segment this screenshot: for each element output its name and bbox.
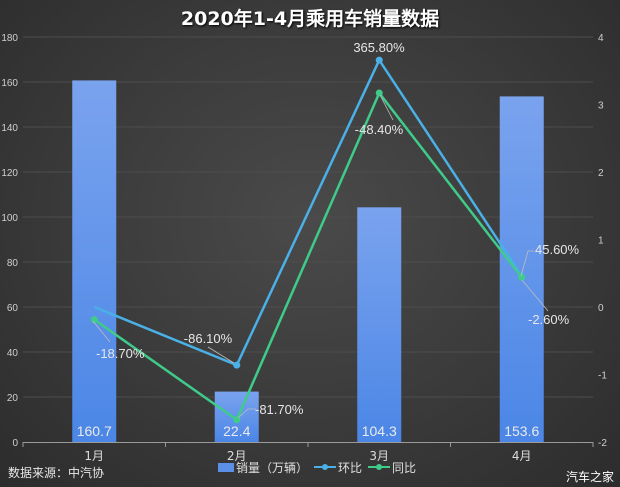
left-tick-label: 80 — [7, 258, 19, 269]
line-marker-icon — [368, 463, 391, 471]
line-marker-icon — [314, 463, 337, 471]
right-tick-label: 0 — [598, 303, 604, 314]
right-tick-label: -1 — [598, 371, 607, 382]
line-yoy — [93, 91, 523, 421]
line-value-label: 45.60% — [535, 242, 580, 257]
bar-value-label: 160.7 — [77, 423, 112, 439]
legend-item-mom[interactable]: 环比 — [314, 459, 362, 476]
line-value-label: 365.80% — [353, 40, 405, 55]
legend-label-mom: 环比 — [338, 460, 363, 475]
line-series — [90, 56, 526, 424]
left-tick-label: 100 — [1, 213, 18, 224]
legend: 销量（万辆） 环比 同比 — [218, 459, 418, 475]
legend-item-yoy[interactable]: 同比 — [368, 459, 416, 476]
legend-item-sales[interactable]: 销量（万辆） — [218, 459, 308, 476]
gridlines — [23, 36, 593, 398]
bar-value-label: 22.4 — [223, 423, 250, 439]
bar[interactable] — [72, 80, 117, 443]
right-axis-ticks: 4 3 2 1 0 -1 -2 — [598, 33, 607, 449]
data-point-marker[interactable] — [90, 316, 98, 324]
bar-series-sales — [72, 80, 544, 443]
legend-label-yoy: 同比 — [392, 460, 417, 475]
left-axis-ticks: 180 160 140 120 100 80 60 40 20 0 — [1, 33, 18, 449]
left-tick-label: 20 — [7, 393, 19, 404]
x-axis: 1月 2月 3月 4月 — [22, 442, 594, 463]
line-value-label: -48.40% — [355, 122, 404, 137]
data-point-marker[interactable] — [233, 361, 241, 369]
bar-value-label: 153.6 — [504, 423, 539, 439]
data-point-marker[interactable] — [375, 56, 383, 64]
right-tick-label: 3 — [598, 101, 604, 112]
right-tick-label: 4 — [598, 33, 604, 44]
category-label: 2月 — [227, 449, 247, 463]
data-point-marker[interactable] — [518, 273, 526, 281]
right-tick-label: 2 — [598, 168, 604, 179]
line-value-label: -86.10% — [184, 331, 233, 346]
right-tick-label: 1 — [598, 236, 604, 247]
data-source-note: 数据来源：中汽协 — [8, 466, 105, 480]
left-tick-label: 40 — [7, 348, 19, 359]
right-tick-label: -2 — [598, 438, 607, 449]
data-labels: 160.7 22.4 104.3 153.6 -18.70% -86.10% -81.70%… — [77, 40, 580, 439]
left-tick-label: 180 — [1, 33, 18, 44]
line-mom — [93, 58, 523, 367]
left-tick-label: 160 — [1, 78, 18, 89]
category-label: 4月 — [512, 449, 532, 463]
category-label: 3月 — [369, 449, 389, 463]
watermark-logo: 汽车之家 — [565, 470, 614, 484]
left-tick-label: 140 — [1, 123, 18, 134]
bar[interactable] — [499, 96, 544, 443]
chart-title: 2020年1-4月乘用车销量数据 — [180, 8, 440, 30]
legend-label-sales: 销量（万辆） — [236, 460, 309, 475]
bar[interactable] — [357, 207, 402, 442]
bar-swatch-icon — [218, 462, 234, 472]
left-tick-label: 0 — [12, 438, 18, 449]
line-value-label: -2.60% — [528, 312, 570, 327]
line-value-label: -81.70% — [255, 402, 304, 417]
left-tick-label: 120 — [1, 168, 18, 179]
left-tick-label: 60 — [7, 303, 19, 314]
category-label: 1月 — [84, 449, 104, 463]
line-value-label: -18.70% — [96, 346, 145, 361]
data-point-marker[interactable] — [375, 89, 383, 97]
bar-value-label: 104.3 — [362, 423, 397, 439]
